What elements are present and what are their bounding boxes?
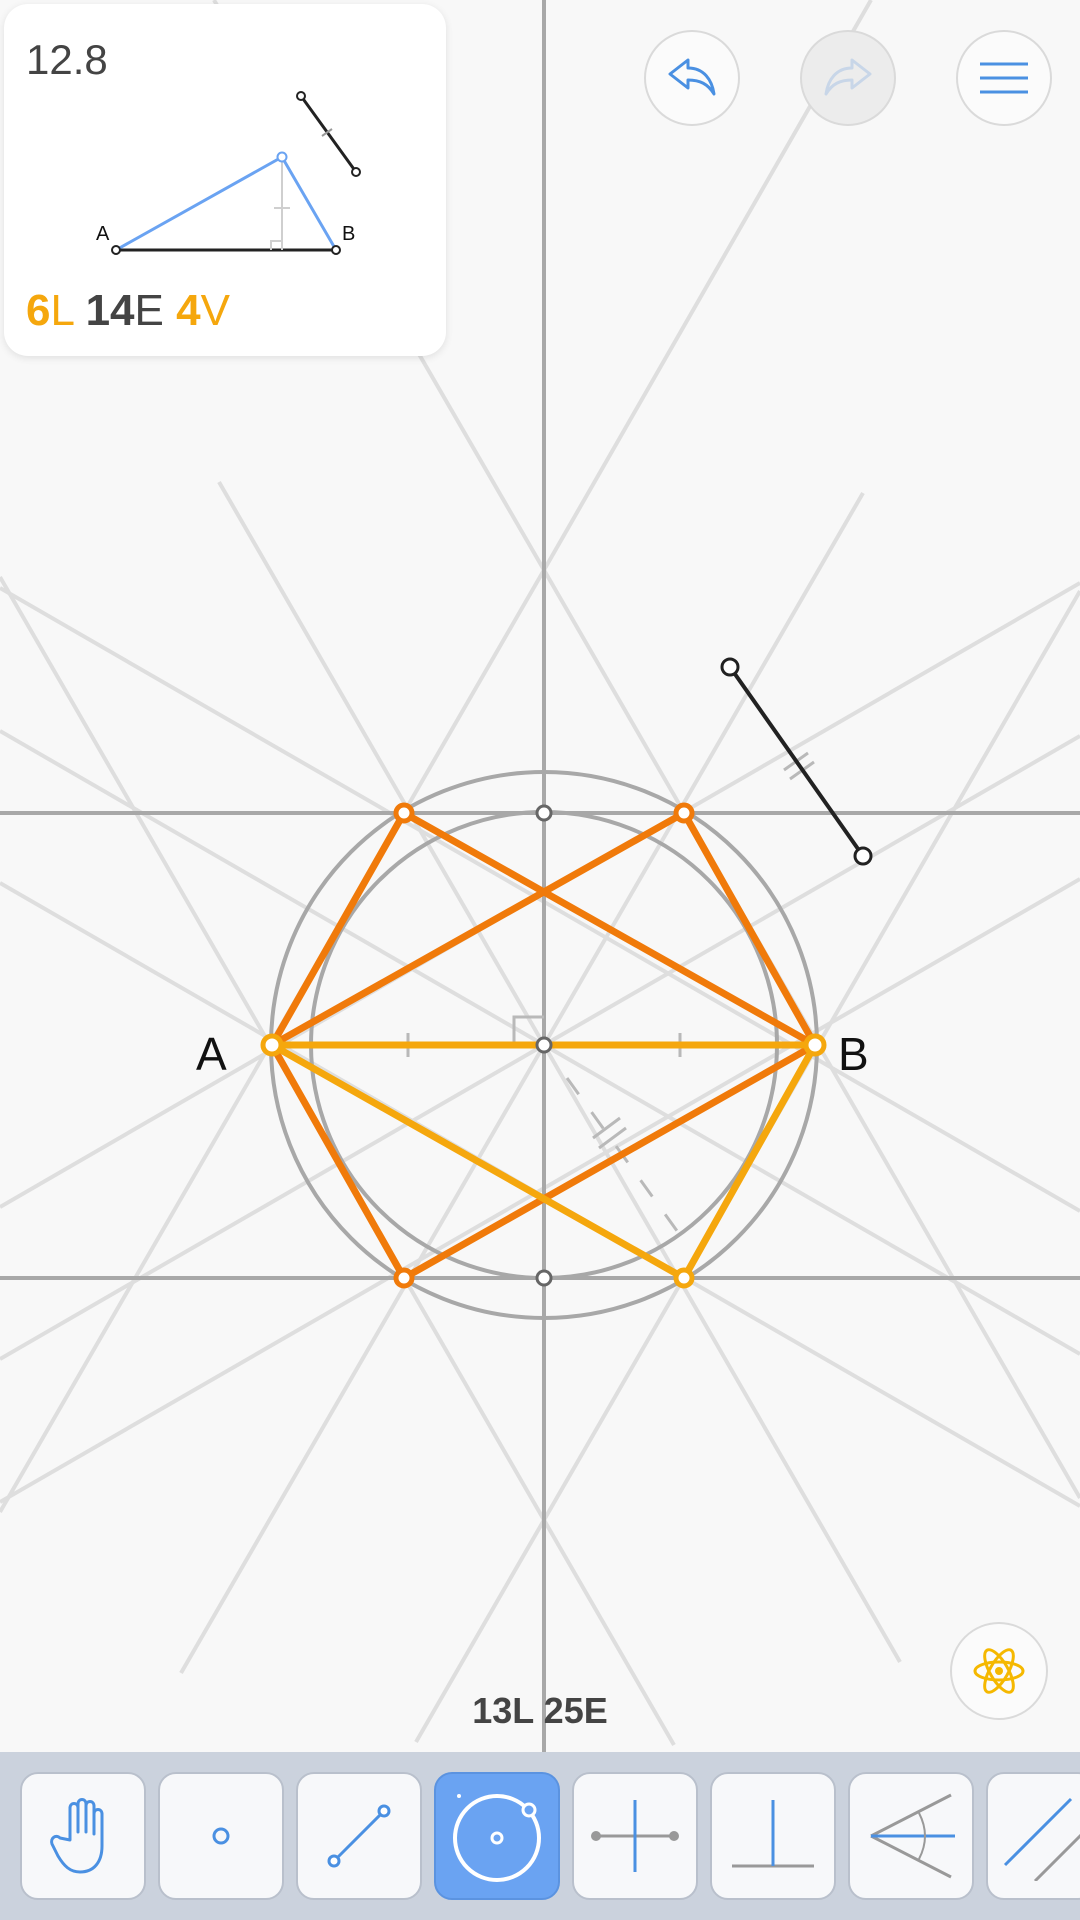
hint-button[interactable] [950, 1622, 1048, 1720]
menu-button[interactable] [956, 30, 1052, 126]
undo-button[interactable] [644, 30, 740, 126]
preview-point-a-label: A [96, 223, 110, 245]
tool-toolbar [0, 1752, 1080, 1920]
angle-bisector-icon [870, 1793, 955, 1879]
goal-counts: 6L 14E 4V [26, 286, 230, 336]
tool-angle-bisector[interactable] [848, 1772, 974, 1900]
atom-icon [973, 1648, 1025, 1694]
yellow-points[interactable] [260, 1033, 827, 1289]
given-segment[interactable] [720, 657, 873, 866]
redo-button[interactable] [800, 30, 896, 126]
hamburger-menu-icon [980, 62, 1028, 94]
level-card[interactable]: 12.8 A B 6L 14E 4V [4, 4, 446, 356]
level-number: 12.8 [26, 36, 108, 83]
move-counter: 13L 25E [0, 1690, 1080, 1732]
parallel-icon [1003, 1797, 1080, 1881]
lines-count: 13L [472, 1690, 534, 1731]
elementary-count: 25E [543, 1690, 608, 1731]
tool-perpendicular-bisector[interactable] [572, 1772, 698, 1900]
line-icon [327, 1804, 391, 1868]
goal-vertices: 4V [176, 286, 230, 335]
redo-arrow-icon [824, 58, 872, 96]
solution-lines-orange [268, 809, 819, 1282]
grey-points[interactable] [535, 804, 553, 1287]
perpendicular-bisector-icon [591, 1800, 679, 1872]
tool-move[interactable] [20, 1772, 146, 1900]
tool-point[interactable] [158, 1772, 284, 1900]
hand-icon [50, 1798, 104, 1874]
point-b-label: B [838, 1028, 869, 1080]
level-preview: A B [96, 91, 361, 255]
tool-perpendicular[interactable] [710, 1772, 836, 1900]
undo-arrow-icon [668, 58, 716, 96]
point-icon [212, 1827, 230, 1845]
tool-parallel[interactable] [986, 1772, 1080, 1900]
point-a-label: A [196, 1028, 227, 1080]
circle-icon [453, 1794, 541, 1882]
goal-lines: 6L [26, 286, 74, 335]
tool-line[interactable] [296, 1772, 422, 1900]
orange-points[interactable] [393, 802, 695, 1289]
tool-circle[interactable] [434, 1772, 560, 1900]
goal-elementary: 14E [85, 286, 164, 335]
preview-point-b-label: B [342, 223, 355, 245]
perpendicular-icon [732, 1800, 814, 1868]
